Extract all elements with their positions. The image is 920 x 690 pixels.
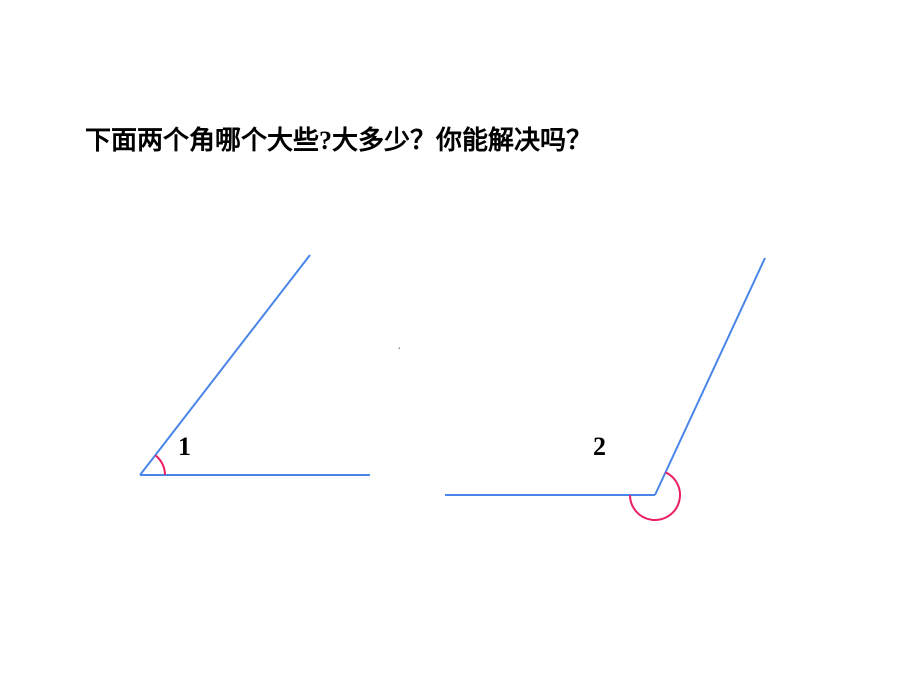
angle-2-arc [630, 472, 680, 520]
angle-1-ray-diagonal [140, 255, 310, 475]
angle-2-label: 2 [593, 432, 606, 462]
angle-1-arc [155, 455, 165, 475]
angle-2-figure [445, 258, 765, 520]
geometry-diagram [0, 0, 920, 690]
angle-2-ray-diagonal [655, 258, 765, 495]
angle-1-figure [140, 255, 370, 475]
angle-1-label: 1 [178, 432, 191, 462]
